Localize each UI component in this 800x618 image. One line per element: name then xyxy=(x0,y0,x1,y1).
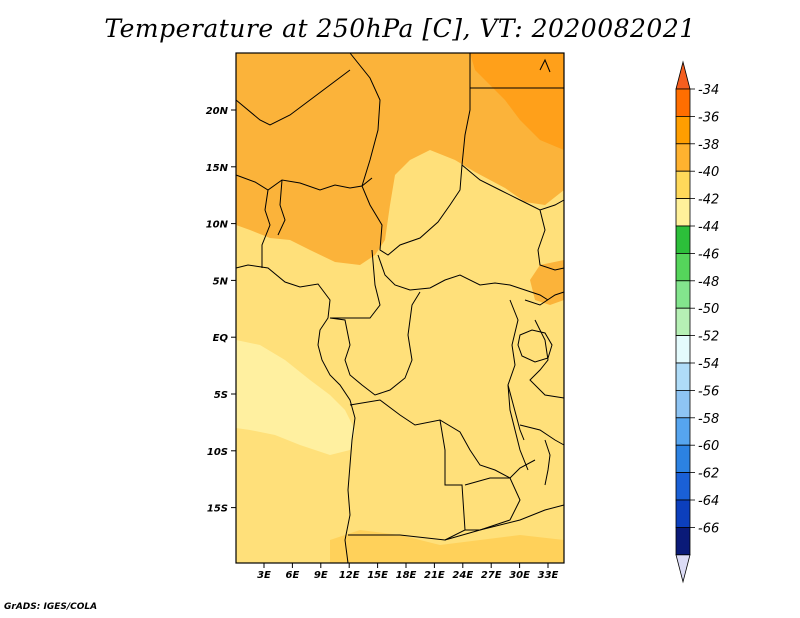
lon-label: 24E xyxy=(452,570,473,581)
colorbar-label: -64 xyxy=(698,494,719,509)
colorbar-label: -58 xyxy=(698,412,719,427)
colorbar-label: -42 xyxy=(698,193,719,208)
colorbar-label: -34 xyxy=(698,83,719,98)
latitude-axis: 20N 15N 10N 5N EQ 5S 10S 15S xyxy=(206,106,236,515)
border-north-3 xyxy=(277,179,286,236)
lon-label: 30E xyxy=(509,570,530,581)
lake-tanganyika xyxy=(507,384,525,441)
colorbar-label: -40 xyxy=(698,165,719,180)
colorbar-label: -56 xyxy=(698,384,719,399)
lat-label: 10S xyxy=(207,447,228,458)
border-north-1 xyxy=(235,174,373,191)
border-cameroon xyxy=(330,249,381,319)
colorbar-box xyxy=(675,198,691,227)
longitude-axis: 3E 6E 9E 12E 15E 18E 21E 24E 27E 30E 33E xyxy=(257,563,559,581)
field-east-38 xyxy=(530,260,564,305)
lat-label: 5N xyxy=(213,276,229,287)
field-sw-44-42 xyxy=(236,340,355,455)
border-angola-east xyxy=(439,419,466,541)
border-south xyxy=(348,504,565,541)
lake-malawi xyxy=(544,439,551,486)
border-north-2 xyxy=(261,189,271,268)
lon-label: 21E xyxy=(424,570,445,581)
colorbar-box xyxy=(675,362,691,391)
colorbar-label: -48 xyxy=(698,275,719,290)
colorbar: -34 -36 -38 -40 -42 -44 -46 -48 -50 -52 -54 -56 -58 -… xyxy=(675,60,719,584)
colorbar-box xyxy=(675,170,691,199)
colorbar-box xyxy=(675,444,691,474)
colorbar-box xyxy=(675,88,691,117)
border-east-2 xyxy=(524,291,565,306)
border-east-3 xyxy=(529,319,565,399)
grads-credit: GrADS: IGES/COLA xyxy=(4,602,98,612)
colorbar-box xyxy=(675,499,691,528)
colorbar-bottom-arrow xyxy=(675,554,691,584)
colorbar-label: -50 xyxy=(698,302,719,317)
colorbar-label: -44 xyxy=(698,220,719,235)
colorbar-box xyxy=(675,116,691,145)
border-chad-car xyxy=(377,254,549,301)
border-east-4 xyxy=(519,424,565,446)
colorbar-label: -66 xyxy=(698,521,719,536)
colorbar-box xyxy=(675,143,691,172)
colorbar-box xyxy=(675,389,691,419)
lake-victoria xyxy=(517,329,553,363)
lat-label: 15N xyxy=(206,163,229,174)
colorbar-box xyxy=(675,280,691,309)
colorbar-box xyxy=(675,335,691,364)
lon-label: 18E xyxy=(396,570,417,581)
lat-label: 20N xyxy=(206,106,229,117)
border-drc-south xyxy=(349,399,536,479)
colorbar-box xyxy=(675,225,691,254)
colorbar-box xyxy=(675,527,691,556)
lon-label: 3E xyxy=(257,570,271,581)
lat-label: EQ xyxy=(213,333,229,344)
border-ne-3 xyxy=(537,209,565,271)
colorbar-label: -60 xyxy=(698,439,719,454)
lon-label: 6E xyxy=(286,570,300,581)
lon-label: 27E xyxy=(481,570,502,581)
lat-label: 10N xyxy=(206,220,229,231)
border-ne-2 xyxy=(461,164,565,211)
border-north-5 xyxy=(235,69,351,126)
colorbar-box xyxy=(675,252,691,282)
lon-label: 33E xyxy=(538,570,559,581)
lon-label: 9E xyxy=(314,570,328,581)
colorbar-box xyxy=(675,472,691,501)
field-north-38-36 xyxy=(236,53,564,265)
colorbar-label: -46 xyxy=(698,247,719,262)
country-borders xyxy=(235,52,565,564)
lon-label: 12E xyxy=(339,570,360,581)
colorbar-label: -38 xyxy=(698,138,719,153)
field-south-40 xyxy=(330,530,564,563)
colorbar-label: -36 xyxy=(698,110,719,125)
colorbar-top-arrow xyxy=(675,60,691,90)
lat-label: 15S xyxy=(207,504,228,515)
colorbar-label: -54 xyxy=(698,357,719,372)
colorbar-box xyxy=(675,417,691,446)
lat-label: 5S xyxy=(214,390,228,401)
field-ne-36 xyxy=(470,53,564,150)
temperature-field xyxy=(236,53,564,563)
nile-red-sea xyxy=(539,58,551,73)
coastline-west xyxy=(235,264,356,564)
map-frame xyxy=(235,52,565,564)
colorbar-label: -62 xyxy=(698,467,719,482)
border-gabon xyxy=(329,291,421,396)
colorbar-box xyxy=(675,307,691,337)
map-title: Temperature at 250hPa [C], VT: 202008202… xyxy=(104,14,696,43)
colorbar-label: -52 xyxy=(698,330,719,345)
lon-label: 15E xyxy=(367,570,388,581)
